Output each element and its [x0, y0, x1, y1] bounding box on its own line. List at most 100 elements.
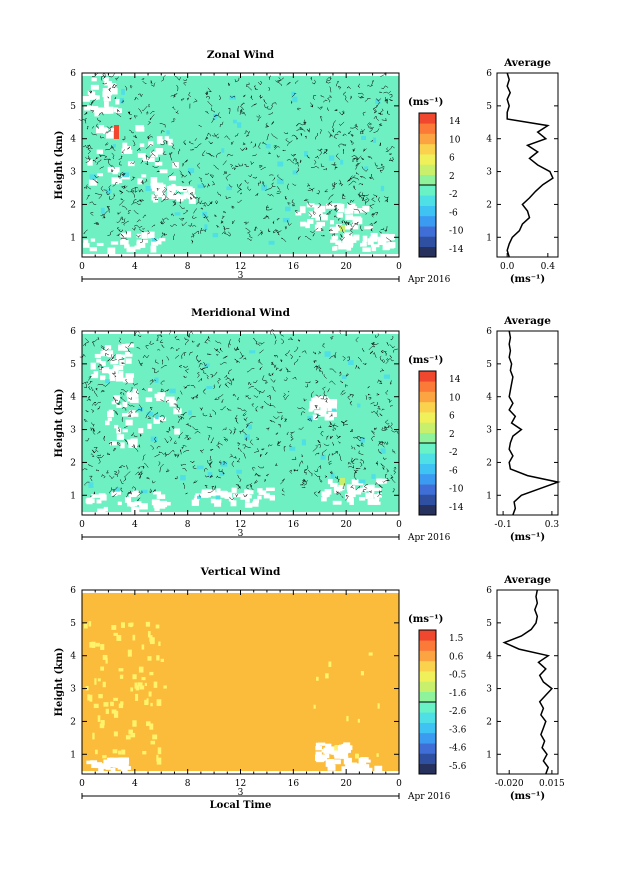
- average-y-tick-label: 6: [486, 586, 492, 596]
- wind-cell: [204, 363, 210, 367]
- nodata-cell: [150, 182, 160, 189]
- wind-cell: [89, 174, 97, 180]
- y-tick-label: 5: [70, 102, 76, 112]
- updraft-cell: [89, 694, 93, 702]
- nodata-cell: [386, 244, 395, 249]
- nodata-cell: [104, 81, 111, 86]
- nodata-cell: [252, 501, 259, 507]
- colorbar-tick-label: 14: [449, 375, 461, 385]
- nodata-cell: [141, 174, 147, 178]
- nodata-cell: [127, 412, 134, 418]
- colorbar-swatch: [419, 226, 436, 237]
- nodata-cell: [360, 765, 370, 772]
- updraft-cell: [156, 699, 162, 706]
- x-tick-label: 0: [79, 520, 85, 530]
- wind-cell: [226, 186, 233, 191]
- nodata-cell: [316, 396, 322, 400]
- wind-cell: [277, 161, 284, 167]
- wind-cell: [212, 232, 219, 238]
- colorbar-swatch: [419, 432, 436, 444]
- average-y-tick-label: 3: [486, 685, 492, 695]
- wind-cell: [282, 217, 290, 223]
- average-profile-line: [502, 589, 554, 775]
- nodata-cell: [314, 204, 319, 211]
- nodata-cell: [97, 173, 103, 177]
- nodata-cell: [176, 196, 184, 202]
- nodata-cell: [130, 502, 138, 507]
- nodata-cell: [329, 401, 335, 406]
- nodata-cell: [150, 177, 158, 184]
- nodata-cell: [308, 408, 313, 412]
- x-tick-label: 0: [396, 262, 402, 272]
- average-frame: [496, 589, 559, 775]
- updraft-cell: [145, 621, 151, 627]
- nodata-cell: [155, 239, 162, 245]
- nodata-cell: [124, 146, 131, 151]
- y-tick-label: 1: [70, 491, 76, 501]
- average-profile-line: [506, 72, 554, 258]
- nodata-cell: [348, 210, 354, 214]
- nodata-cell: [331, 235, 338, 240]
- updraft-cell: [99, 723, 105, 729]
- average-y-tick-label: 5: [486, 102, 492, 112]
- nodata-cell: [133, 490, 140, 497]
- updraft-cell: [149, 671, 154, 676]
- nodata-cell: [357, 217, 363, 225]
- nodata-cell: [120, 232, 129, 238]
- colorbar-swatch: [419, 422, 436, 434]
- updraft-cell: [132, 634, 136, 641]
- nodata-cell: [105, 766, 111, 770]
- colorbar-tick-label: -14: [449, 503, 464, 513]
- wind-cell: [248, 424, 253, 430]
- nodata-cell: [244, 489, 249, 496]
- nodata-cell: [324, 413, 333, 421]
- updraft-cell: [84, 623, 88, 629]
- wind-cell: [358, 479, 366, 484]
- updraft-cell: [128, 729, 133, 735]
- nodata-cell: [94, 353, 101, 358]
- updraft-cell: [95, 749, 98, 755]
- nodata-cell: [110, 88, 118, 95]
- nodata-cell: [126, 391, 132, 397]
- nodata-cell: [116, 354, 122, 361]
- average-y-tick-label: 4: [486, 652, 492, 662]
- nodata-cell: [82, 96, 90, 102]
- colorbar-tick-label: -6: [449, 208, 458, 218]
- nodata-cell: [367, 767, 373, 772]
- nodata-cell: [373, 498, 380, 504]
- nodata-cell: [90, 760, 98, 764]
- nodata-cell: [109, 371, 115, 376]
- nodata-cell: [120, 239, 129, 245]
- nodata-cell: [150, 245, 157, 253]
- colorbar-tick-label: 1.5: [449, 634, 464, 644]
- nodata-cell: [121, 148, 131, 155]
- nodata-cell: [122, 429, 128, 433]
- average-y-tick-label: 3: [486, 426, 492, 436]
- average-xlabel: (ms⁻¹): [510, 532, 545, 543]
- nodata-cell: [109, 128, 118, 132]
- nodata-cell: [382, 243, 390, 251]
- nodata-cell: [299, 206, 306, 214]
- nodata-cell: [147, 423, 152, 429]
- nodata-cell: [99, 361, 106, 366]
- nodata-cell: [96, 499, 102, 504]
- nodata-cell: [339, 750, 349, 757]
- x-tick-label: 8: [185, 262, 191, 272]
- wind-cell: [340, 225, 345, 232]
- nodata-cell: [172, 186, 182, 191]
- updraft-cell: [119, 674, 124, 679]
- nodata-cell: [169, 400, 177, 407]
- colorbar-swatch: [419, 371, 436, 382]
- nodata-cell: [109, 374, 116, 381]
- colorbar-swatch: [419, 463, 436, 475]
- x-tick-label: 16: [288, 779, 300, 789]
- wind-cell: [301, 439, 307, 446]
- nodata-cell: [137, 153, 146, 158]
- nodata-cell: [324, 488, 332, 495]
- nodata-cell: [111, 177, 120, 185]
- average-x-tick-label: 0.0: [500, 262, 515, 272]
- nodata-cell: [340, 243, 349, 247]
- nodata-cell: [327, 406, 335, 411]
- nodata-cell: [321, 749, 331, 753]
